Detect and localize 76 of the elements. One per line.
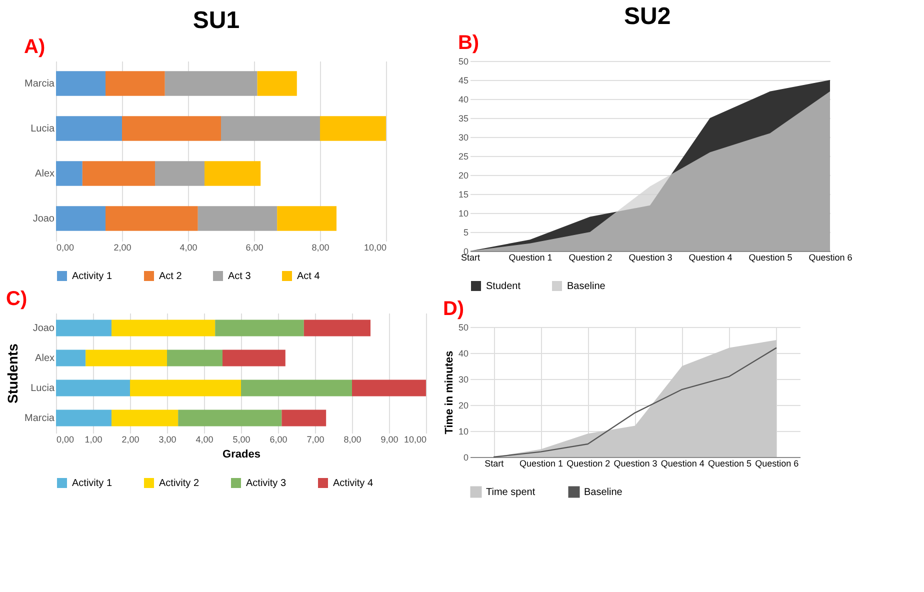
x-tick-label: Question 4 [688, 252, 732, 262]
y-tick-label: Alex [35, 168, 54, 180]
y-tick-label: 30 [458, 374, 468, 384]
x-tick-label: 6,00 [246, 242, 264, 252]
x-tick-label: Question 1 [519, 458, 563, 468]
y-tick-label: 35 [458, 114, 468, 124]
y-tick-label: Joao [32, 323, 55, 334]
y-tick-label: 20 [458, 400, 468, 410]
legend-label: Activity 1 [72, 478, 112, 489]
x-tick-label: 10,00 [404, 434, 426, 444]
y-tick-label: Marcia [24, 78, 55, 90]
x-tick-label: 0,00 [56, 434, 74, 444]
legend-label: Act 2 [159, 271, 182, 282]
x-tick-label: 4,00 [196, 434, 214, 444]
y-tick-label: 25 [458, 152, 468, 162]
y-tick-label: 40 [458, 348, 468, 358]
x-tick-label: Question 6 [755, 458, 799, 468]
x-tick-label: 8,00 [344, 434, 362, 444]
y-tick-label: Lucia [30, 124, 55, 134]
legend-label: Act 4 [297, 271, 320, 282]
y-axis-title: Time in minutes [443, 350, 456, 434]
x-tick-label: 8,00 [312, 242, 330, 252]
x-tick-label: Question 2 [568, 252, 612, 262]
y-tick-label: 10 [458, 426, 468, 436]
x-tick-label: Start [484, 458, 504, 468]
x-tick-label: Question 3 [628, 252, 672, 262]
y-tick-label: 15 [458, 190, 468, 200]
y-tick-label: 10 [458, 208, 468, 218]
chart-title: A) [24, 36, 46, 58]
x-tick-label: Question 4 [660, 458, 704, 468]
legend-label: Time spent [486, 487, 536, 498]
x-tick-label: 10,00 [364, 242, 386, 252]
legend-label: Act 3 [228, 271, 252, 282]
x-tick-label: Question 6 [808, 252, 852, 262]
y-tick-label: 20 [458, 170, 468, 180]
x-tick-label: 3,00 [158, 434, 176, 444]
chart-title: B) [458, 32, 480, 54]
chart-title: C) [6, 288, 28, 310]
y-tick-label: 45 [458, 76, 468, 86]
x-tick-label: Question 3 [614, 458, 658, 468]
x-tick-label: 9,00 [380, 434, 398, 444]
y-axis-title: Students [4, 343, 20, 404]
y-tick-label: 40 [458, 94, 468, 104]
y-tick-label: 0 [463, 452, 468, 462]
x-tick-label: 5,00 [232, 434, 250, 444]
x-tick-label: Question 5 [708, 458, 752, 468]
legend-label: Activity 3 [246, 478, 286, 489]
y-tick-label: 5 [463, 228, 468, 238]
x-tick-label: 2,00 [114, 242, 132, 252]
legend-label: Baseline [584, 487, 623, 498]
x-tick-label: Question 5 [748, 252, 792, 262]
legend-label: Activity 2 [159, 478, 200, 489]
y-tick-label: 30 [458, 132, 468, 142]
legend-label: Activity 4 [333, 478, 374, 489]
legend-label: Activity 1 [72, 271, 112, 282]
x-tick-label: 6,00 [270, 434, 288, 444]
x-tick-label: Question 1 [508, 252, 552, 262]
legend-label: Student [486, 281, 521, 292]
y-tick-label: Marcia [24, 413, 55, 424]
x-axis-title: Grades [222, 448, 260, 460]
x-tick-label: 7,00 [306, 434, 324, 444]
x-tick-label: 1,00 [84, 434, 102, 444]
y-tick-label: Joao [32, 214, 55, 224]
legend-label: Baseline [567, 281, 606, 292]
chart-title: D) [442, 298, 464, 320]
y-tick-label: Alex [35, 353, 54, 364]
y-tick-label: 50 [458, 56, 468, 66]
x-tick-label: 0,00 [56, 242, 74, 252]
x-tick-label: 4,00 [180, 242, 198, 252]
x-tick-label: Question 2 [566, 458, 610, 468]
x-tick-label: Start [460, 252, 480, 262]
y-tick-label: Lucia [30, 383, 55, 394]
y-tick-label: 50 [458, 322, 468, 332]
text: SU2 [624, 3, 671, 30]
text: SU1 [192, 7, 240, 34]
x-tick-label: 2,00 [122, 434, 140, 444]
